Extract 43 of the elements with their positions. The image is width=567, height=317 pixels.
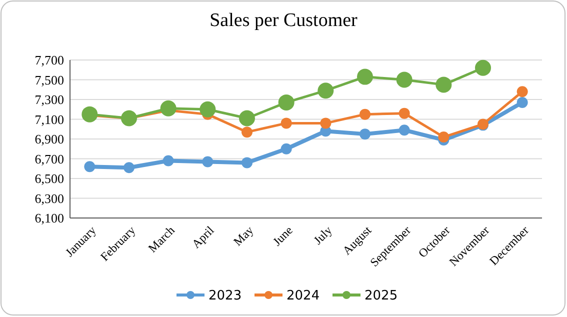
point (436, 76, 452, 93)
point (280, 118, 292, 129)
point (438, 132, 450, 143)
legend-label: 2023 (208, 288, 242, 304)
y-tick-label: 6,700 (34, 151, 64, 166)
point (398, 124, 410, 136)
y-tick-label: 6,900 (34, 132, 64, 147)
point (398, 108, 410, 119)
y-tick-label: 7,100 (34, 112, 64, 127)
point (162, 155, 174, 166)
point (396, 72, 412, 88)
x-tick-label: July (310, 223, 335, 248)
point (278, 94, 294, 110)
point (357, 68, 373, 85)
point (516, 96, 528, 108)
y-tick-label: 6,500 (34, 171, 64, 186)
point (242, 126, 252, 138)
point (516, 86, 528, 98)
point (318, 82, 334, 99)
y-tick-label: 6,300 (34, 190, 64, 206)
point (360, 128, 370, 140)
point (82, 106, 98, 122)
point (242, 157, 252, 168)
x-tick-label: May (230, 223, 256, 249)
point (360, 108, 370, 120)
point (202, 156, 214, 168)
point (124, 162, 134, 174)
legend-label: 2024 (286, 288, 320, 304)
x-tick-label: June (270, 223, 296, 249)
point (320, 118, 332, 129)
point (475, 60, 491, 76)
y-tick-label: 7,700 (34, 52, 64, 68)
point (160, 100, 176, 116)
point (239, 110, 255, 126)
point (200, 101, 216, 118)
y-tick-label: 6,100 (34, 210, 64, 226)
point (84, 161, 96, 172)
legend-label: 2025 (364, 288, 398, 304)
y-tick-label: 7,500 (34, 72, 64, 88)
point (121, 110, 137, 126)
point (280, 143, 292, 154)
chart-title: Sales per Customer (210, 10, 358, 31)
y-tick-label: 7,300 (34, 92, 64, 108)
